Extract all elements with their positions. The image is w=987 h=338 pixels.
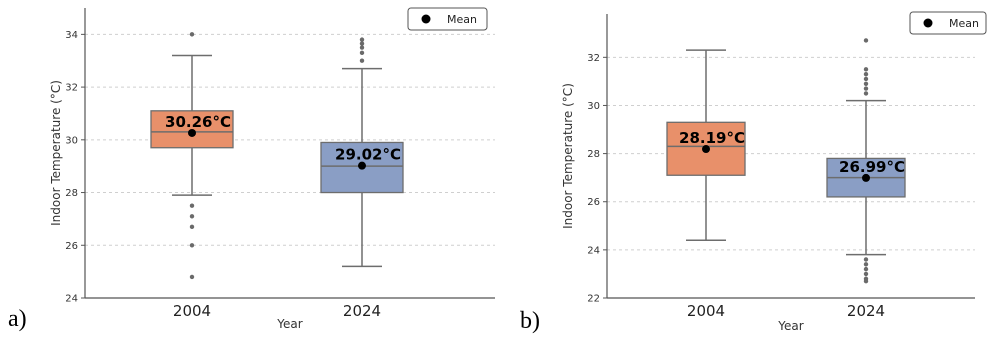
x-tick-label: 2004 bbox=[173, 302, 211, 320]
y-tick-label: 30 bbox=[587, 101, 600, 112]
x-tick-label: 2024 bbox=[343, 302, 381, 320]
legend: Mean bbox=[407, 7, 488, 31]
mean-label: 26.99°C bbox=[839, 158, 905, 176]
outlier-point bbox=[863, 76, 869, 82]
y-tick-label: 28 bbox=[587, 149, 600, 160]
box-2004: 28.19°C bbox=[666, 49, 746, 241]
panel-a: 24 26 28 30 32 34 30.26°C 2004 29.02°C 2024 Indoor… bbox=[8, 7, 495, 332]
y-tick-label: 22 bbox=[587, 294, 600, 305]
outlier-point bbox=[863, 38, 869, 43]
outlier-point bbox=[189, 274, 195, 280]
y-tick-label: 28 bbox=[65, 188, 78, 199]
y-tick-label: 26 bbox=[65, 241, 78, 252]
outlier-point bbox=[359, 41, 365, 46]
outlier-point bbox=[359, 37, 365, 42]
y-tick-label: 24 bbox=[587, 245, 600, 256]
legend-box bbox=[909, 11, 987, 35]
mean-label: 28.19°C bbox=[679, 129, 745, 147]
x-axis-title: Year bbox=[777, 319, 803, 333]
y-tick-label: 32 bbox=[587, 53, 600, 64]
y-axis-title: Indoor Temperature (°C) bbox=[49, 80, 63, 226]
y-tick-label: 34 bbox=[65, 30, 78, 41]
legend-label: Mean bbox=[447, 13, 477, 26]
mean-point bbox=[188, 128, 196, 137]
mean-point bbox=[358, 161, 366, 170]
outlier-point bbox=[863, 91, 869, 96]
box-2024: 26.99°C bbox=[826, 38, 906, 284]
outlier-point bbox=[189, 32, 195, 37]
outlier-point bbox=[863, 271, 869, 277]
outlier-point bbox=[863, 81, 869, 86]
outlier-point bbox=[863, 262, 869, 267]
outlier-point bbox=[359, 45, 365, 50]
y-tick-label: 26 bbox=[587, 197, 600, 208]
panel-label: b) bbox=[520, 308, 540, 334]
legend-marker bbox=[421, 14, 431, 24]
legend-box bbox=[407, 7, 488, 31]
mean-point bbox=[702, 145, 710, 154]
legend-label: Mean bbox=[949, 17, 979, 30]
outlier-point bbox=[189, 203, 195, 208]
outlier-point bbox=[863, 67, 869, 72]
panel-label: a) bbox=[8, 306, 27, 332]
y-tick-label: 30 bbox=[65, 135, 78, 146]
outlier-point bbox=[189, 214, 195, 219]
mean-label: 30.26°C bbox=[165, 113, 231, 131]
outlier-point bbox=[863, 278, 869, 284]
mean-label: 29.02°C bbox=[335, 146, 401, 164]
outlier-point bbox=[359, 58, 365, 63]
legend-marker bbox=[923, 18, 933, 28]
panel-b: 22 24 26 28 30 32 28.19°C 2004 26.99°C 2024 Indoor… bbox=[520, 11, 987, 334]
box-2004: 30.26°C bbox=[150, 32, 234, 280]
outlier-point bbox=[359, 50, 365, 56]
x-axis-title: Year bbox=[276, 317, 302, 331]
outlier-point bbox=[189, 224, 195, 230]
iqr-box bbox=[320, 141, 404, 194]
box-2024: 29.02°C bbox=[320, 37, 404, 268]
y-axis-title: Indoor Temperature (°C) bbox=[561, 83, 575, 229]
y-tick-label: 32 bbox=[65, 83, 78, 94]
x-tick-label: 2024 bbox=[847, 302, 885, 320]
x-tick-label: 2004 bbox=[687, 302, 725, 320]
outlier-point bbox=[863, 257, 869, 262]
mean-point bbox=[862, 173, 870, 182]
outlier-point bbox=[863, 266, 869, 272]
y-tick-label: 24 bbox=[65, 294, 78, 305]
outlier-point bbox=[863, 86, 869, 91]
outlier-point bbox=[189, 243, 195, 248]
legend: Mean bbox=[909, 11, 987, 35]
outlier-point bbox=[863, 71, 869, 77]
